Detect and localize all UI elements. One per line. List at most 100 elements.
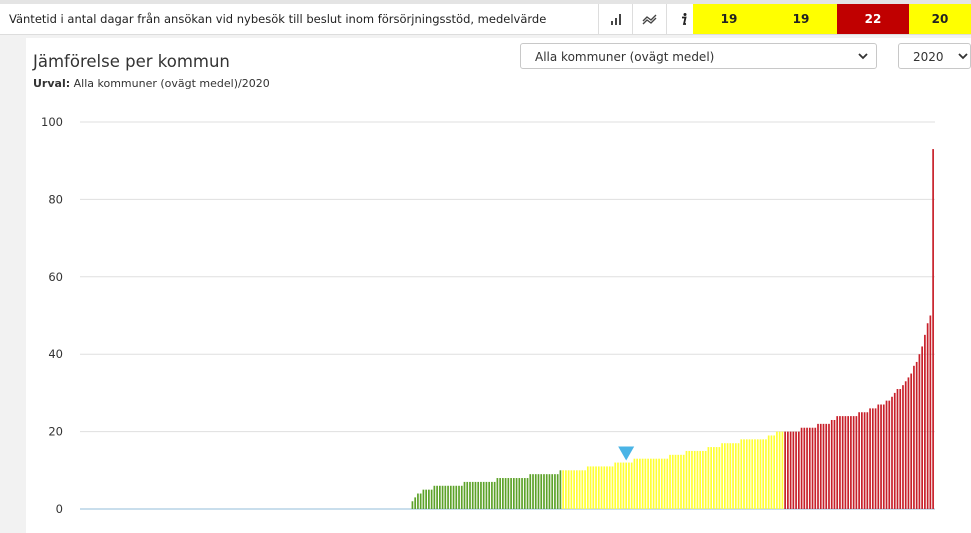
bar[interactable] bbox=[671, 454, 674, 509]
bar[interactable] bbox=[433, 485, 436, 509]
bar[interactable] bbox=[469, 481, 471, 509]
bar[interactable] bbox=[576, 470, 578, 509]
bar[interactable] bbox=[526, 478, 529, 509]
bar[interactable] bbox=[888, 400, 891, 509]
bar[interactable] bbox=[787, 431, 789, 509]
bar[interactable] bbox=[929, 315, 932, 510]
bar[interactable] bbox=[567, 470, 570, 509]
bar[interactable] bbox=[480, 481, 482, 509]
bar[interactable] bbox=[650, 458, 652, 509]
bar[interactable] bbox=[907, 377, 910, 509]
bar[interactable] bbox=[932, 149, 934, 509]
bar[interactable] bbox=[866, 412, 869, 509]
bar[interactable] bbox=[471, 481, 474, 509]
bar[interactable] bbox=[822, 423, 825, 509]
bar[interactable] bbox=[523, 478, 526, 509]
bar[interactable] bbox=[765, 439, 767, 509]
bar[interactable] bbox=[792, 431, 795, 509]
bar[interactable] bbox=[507, 478, 510, 509]
bar[interactable] bbox=[619, 462, 622, 509]
bar[interactable] bbox=[537, 474, 540, 509]
bar[interactable] bbox=[512, 478, 515, 509]
bar[interactable] bbox=[488, 481, 491, 509]
bar[interactable] bbox=[773, 435, 776, 509]
bar[interactable] bbox=[474, 481, 477, 509]
bar[interactable] bbox=[885, 400, 888, 509]
bar[interactable] bbox=[817, 423, 819, 509]
bar[interactable] bbox=[861, 412, 863, 509]
bar[interactable] bbox=[606, 466, 608, 509]
bar[interactable] bbox=[641, 458, 644, 509]
bar[interactable] bbox=[921, 346, 923, 509]
bar[interactable] bbox=[880, 404, 882, 509]
bar[interactable] bbox=[830, 419, 833, 509]
bar[interactable] bbox=[658, 458, 660, 509]
bar[interactable] bbox=[800, 427, 803, 509]
bar[interactable] bbox=[734, 443, 737, 509]
bar[interactable] bbox=[666, 458, 669, 509]
bar[interactable] bbox=[669, 454, 671, 509]
bar[interactable] bbox=[463, 481, 466, 509]
bar[interactable] bbox=[808, 427, 811, 509]
bar[interactable] bbox=[584, 470, 586, 509]
bar[interactable] bbox=[592, 466, 595, 509]
bar[interactable] bbox=[721, 443, 723, 509]
bar[interactable] bbox=[828, 423, 830, 509]
bar[interactable] bbox=[759, 439, 762, 509]
bar[interactable] bbox=[551, 474, 554, 509]
bar[interactable] bbox=[422, 489, 425, 509]
bar[interactable] bbox=[836, 416, 839, 509]
bar[interactable] bbox=[743, 439, 745, 509]
bar[interactable] bbox=[784, 431, 786, 509]
bar[interactable] bbox=[677, 454, 680, 509]
bar[interactable] bbox=[847, 416, 850, 509]
bar[interactable] bbox=[660, 458, 663, 509]
bar[interactable] bbox=[644, 458, 647, 509]
bar[interactable] bbox=[548, 474, 551, 509]
bar[interactable] bbox=[647, 458, 649, 509]
bar[interactable] bbox=[877, 404, 880, 509]
bar[interactable] bbox=[702, 450, 704, 509]
bar[interactable] bbox=[504, 478, 507, 509]
bar[interactable] bbox=[430, 489, 433, 509]
bar[interactable] bbox=[460, 485, 463, 509]
bar[interactable] bbox=[891, 396, 893, 509]
bar[interactable] bbox=[458, 485, 460, 509]
bar[interactable] bbox=[414, 497, 417, 509]
bar[interactable] bbox=[545, 474, 548, 509]
bar[interactable] bbox=[543, 474, 545, 509]
bar[interactable] bbox=[732, 443, 734, 509]
bar[interactable] bbox=[617, 462, 619, 509]
bar[interactable] bbox=[803, 427, 806, 509]
bar-chart-button[interactable] bbox=[598, 4, 633, 34]
bar[interactable] bbox=[417, 493, 419, 509]
bar[interactable] bbox=[521, 478, 523, 509]
bar[interactable] bbox=[814, 427, 817, 509]
bar[interactable] bbox=[455, 485, 458, 509]
bar[interactable] bbox=[688, 450, 691, 509]
bar[interactable] bbox=[630, 462, 633, 509]
bar[interactable] bbox=[904, 381, 907, 509]
bar[interactable] bbox=[411, 501, 414, 509]
bar[interactable] bbox=[674, 454, 677, 509]
bar[interactable] bbox=[926, 323, 929, 509]
bar[interactable] bbox=[710, 447, 712, 509]
bar[interactable] bbox=[893, 392, 896, 509]
bar[interactable] bbox=[748, 439, 751, 509]
bar[interactable] bbox=[896, 389, 899, 509]
bar[interactable] bbox=[899, 389, 902, 509]
bar[interactable] bbox=[534, 474, 537, 509]
bar[interactable] bbox=[466, 481, 469, 509]
bar[interactable] bbox=[740, 439, 743, 509]
bar[interactable] bbox=[713, 447, 715, 509]
bar[interactable] bbox=[902, 385, 904, 509]
trend-button[interactable] bbox=[632, 4, 667, 34]
bar[interactable] bbox=[770, 435, 773, 509]
bar[interactable] bbox=[863, 412, 866, 509]
bar[interactable] bbox=[751, 439, 754, 509]
bar[interactable] bbox=[789, 431, 792, 509]
bar[interactable] bbox=[491, 481, 493, 509]
bar[interactable] bbox=[586, 466, 589, 509]
bar[interactable] bbox=[858, 412, 860, 509]
bar[interactable] bbox=[438, 485, 441, 509]
